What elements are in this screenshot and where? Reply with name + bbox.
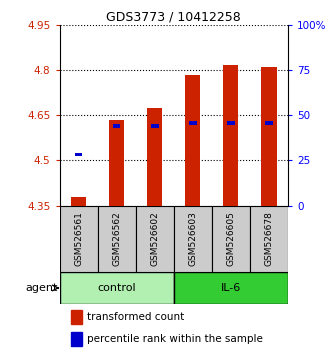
Bar <box>151 124 159 127</box>
Bar <box>227 121 235 125</box>
Text: control: control <box>97 283 136 293</box>
Bar <box>71 310 82 324</box>
Bar <box>174 272 288 304</box>
Bar <box>265 121 273 125</box>
Text: GSM526603: GSM526603 <box>188 211 197 266</box>
Text: GSM526561: GSM526561 <box>74 211 83 266</box>
Bar <box>147 108 162 206</box>
Bar <box>250 206 288 272</box>
Bar <box>261 67 277 206</box>
Bar <box>174 206 212 272</box>
Text: GSM526605: GSM526605 <box>226 211 235 266</box>
Bar <box>136 206 174 272</box>
Bar <box>60 272 174 304</box>
Text: percentile rank within the sample: percentile rank within the sample <box>87 334 263 344</box>
Text: GSM526562: GSM526562 <box>112 211 121 266</box>
Bar <box>109 120 124 206</box>
Text: IL-6: IL-6 <box>221 283 241 293</box>
Bar <box>60 206 98 272</box>
Bar <box>185 75 201 206</box>
Bar <box>71 197 86 206</box>
Text: agent: agent <box>25 283 58 293</box>
Text: GSM526678: GSM526678 <box>264 211 273 266</box>
Bar <box>212 206 250 272</box>
Title: GDS3773 / 10412258: GDS3773 / 10412258 <box>106 11 241 24</box>
Bar <box>98 206 136 272</box>
Bar <box>223 65 238 206</box>
Bar <box>75 153 82 156</box>
Text: transformed count: transformed count <box>87 312 184 322</box>
Bar <box>189 121 197 125</box>
Bar <box>71 332 82 346</box>
Bar <box>113 124 120 127</box>
Text: GSM526602: GSM526602 <box>150 211 159 266</box>
